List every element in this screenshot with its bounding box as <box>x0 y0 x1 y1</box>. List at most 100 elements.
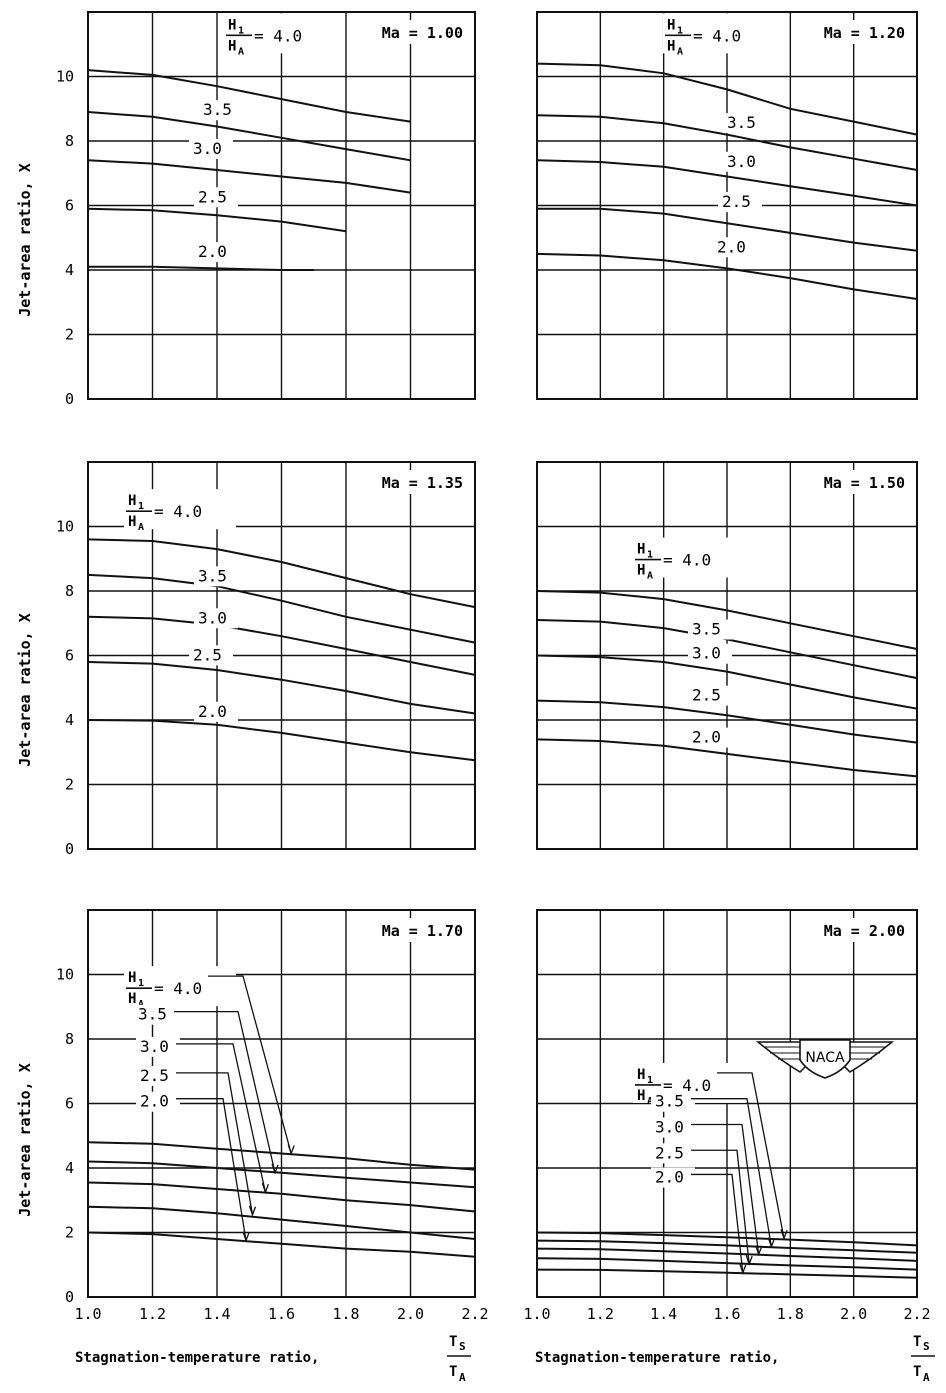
series-label: 2.0 <box>198 242 227 261</box>
series-label: 2.5 <box>198 187 227 206</box>
series-line-h-ratio-3-0 <box>536 159 918 207</box>
mach-label-background <box>372 20 467 44</box>
mach-label-background <box>814 20 909 44</box>
series-line-h-ratio-3-5 <box>87 573 476 644</box>
x-fraction-denominator-sub: A <box>459 1371 466 1384</box>
param-fraction-numerator-sub: 1 <box>647 1075 653 1086</box>
series-line-h-ratio-3-0 <box>87 159 411 194</box>
leader-arrowhead <box>287 1144 295 1156</box>
param-fraction-denominator: H <box>128 991 136 1007</box>
series-label: = 4.0 <box>663 1076 711 1095</box>
y-axis-title-row-2: Jet-area ratio, X <box>16 613 34 767</box>
x-axis-title-text: Stagnation-temperature ratio, <box>535 1350 779 1366</box>
param-fraction-numerator: H <box>637 542 645 558</box>
x-tick-label: 2.2 <box>903 1305 930 1323</box>
series-label-background <box>663 13 775 54</box>
param-fraction-numerator-sub: 1 <box>138 978 144 989</box>
leader-line <box>691 1149 750 1265</box>
series-label: 2.0 <box>717 237 746 256</box>
param-fraction-denominator-sub: A <box>677 46 683 57</box>
y-tick-label: 2 <box>65 776 74 794</box>
y-tick-label: 6 <box>65 647 74 665</box>
x-axis-title-text: Stagnation-temperature ratio, <box>75 1350 319 1366</box>
series-line-h-ratio-2-5 <box>537 207 918 252</box>
series-label-background <box>651 1167 695 1188</box>
series-label: 2.5 <box>655 1143 684 1162</box>
series-line-h-ratio-3-5 <box>536 114 918 171</box>
x-tick-label: 2.0 <box>397 1305 424 1323</box>
series-line-h-ratio-2-5 <box>87 207 347 233</box>
x-tick-label: 1.2 <box>139 1305 166 1323</box>
series-label-background <box>134 1004 178 1025</box>
x-tick-label: 1.0 <box>74 1305 101 1323</box>
y-tick-label: 4 <box>65 1159 74 1177</box>
param-fraction-numerator-sub: 1 <box>647 550 653 561</box>
series-line-h-ratio-4-0 <box>536 62 918 136</box>
leader-arrowhead <box>261 1182 269 1195</box>
series-label-background <box>189 138 233 159</box>
x-tick-label: 1.0 <box>523 1305 550 1323</box>
series-label-background <box>194 608 238 629</box>
mach-label-background <box>814 918 909 942</box>
x-tick-label: 1.2 <box>587 1305 614 1323</box>
leader-line <box>691 1123 760 1255</box>
series-line-h-ratio-3-5 <box>536 1239 918 1254</box>
series-line-h-ratio-2-0 <box>536 738 918 778</box>
series-line-h-ratio-2-5 <box>536 1257 918 1271</box>
series-line-h-ratio-4-0 <box>87 1141 476 1171</box>
series-label: = 4.0 <box>693 26 741 45</box>
leader-arrowhead <box>242 1231 250 1243</box>
leader-arrowhead <box>755 1245 763 1257</box>
series-label-background <box>194 187 238 208</box>
series-line-h-ratio-3-0 <box>87 615 476 676</box>
series-label: 2.5 <box>722 192 751 211</box>
y-tick-label: 4 <box>65 261 74 279</box>
chart-panel-2: Ma = 1.20H 1H A= 4.03.53.02.52.0 <box>536 11 918 400</box>
series-label: 2.5 <box>140 1066 169 1085</box>
param-fraction-numerator-sub: 1 <box>238 25 244 36</box>
series-line-h-ratio-3-0 <box>536 1247 918 1262</box>
y-axis-title-row-3: Jet-area ratio, X <box>16 1063 34 1217</box>
x-tick-label: 1.6 <box>713 1305 740 1323</box>
series-label-background <box>688 643 732 664</box>
series-label: 2.0 <box>140 1092 169 1111</box>
series-label: 3.0 <box>140 1037 169 1056</box>
y-tick-label: 8 <box>65 132 74 150</box>
leader-line <box>691 1173 744 1273</box>
series-label: 2.5 <box>193 645 222 664</box>
series-label: 2.5 <box>692 686 721 705</box>
x-tick-label: 1.4 <box>203 1305 230 1323</box>
x-fraction-numerator: T <box>449 1334 457 1350</box>
x-tick-label: 1.4 <box>650 1305 677 1323</box>
series-label: 3.5 <box>692 620 721 639</box>
naca-logo: NACA <box>755 1039 895 1079</box>
series-line-h-ratio-4-0 <box>87 538 476 609</box>
mach-number-label: Ma = 1.70 <box>382 922 463 940</box>
series-label: 3.0 <box>692 644 721 663</box>
x-tick-label: 2.2 <box>461 1305 488 1323</box>
series-line-h-ratio-2-0 <box>536 252 918 300</box>
series-line-h-ratio-2-0 <box>536 1268 918 1279</box>
series-label-background <box>194 701 238 722</box>
series-label: 3.0 <box>198 608 227 627</box>
leader-line <box>208 975 292 1154</box>
x-tick-label: 1.8 <box>777 1305 804 1323</box>
series-label-background <box>718 192 762 213</box>
param-fraction-numerator: H <box>637 1067 645 1083</box>
series-label-background <box>194 242 238 263</box>
mach-label-background <box>372 470 467 494</box>
y-tick-label: 6 <box>65 197 74 215</box>
x-fraction-numerator-sub: S <box>923 1340 930 1353</box>
y-tick-label: 4 <box>65 711 74 729</box>
y-tick-label: 6 <box>65 1095 74 1113</box>
series-label-background <box>124 489 236 530</box>
y-tick-label: 0 <box>65 840 74 858</box>
leader-arrowhead <box>745 1254 753 1267</box>
leader-line <box>691 1098 772 1247</box>
x-tick-label: 1.8 <box>332 1305 359 1323</box>
series-label: = 4.0 <box>154 502 202 521</box>
series-label-background <box>194 566 238 587</box>
series-line-h-ratio-3-5 <box>87 1160 476 1189</box>
